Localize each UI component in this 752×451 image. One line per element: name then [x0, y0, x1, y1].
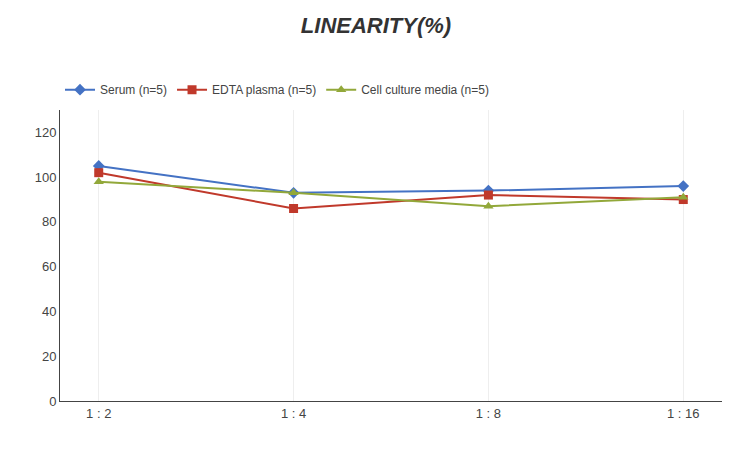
- svg-text:Cell culture media (n=5): Cell culture media (n=5): [361, 83, 489, 97]
- svg-text:0: 0: [49, 394, 56, 409]
- svg-text:1 : 2: 1 : 2: [86, 406, 111, 421]
- svg-text:1 : 16: 1 : 16: [667, 406, 700, 421]
- svg-text:20: 20: [42, 349, 56, 364]
- svg-text:1 : 4: 1 : 4: [281, 406, 306, 421]
- svg-text:80: 80: [42, 214, 56, 229]
- svg-text:40: 40: [42, 304, 56, 319]
- svg-text:Serum (n=5): Serum (n=5): [100, 83, 167, 97]
- svg-text:EDTA plasma (n=5): EDTA plasma (n=5): [212, 83, 316, 97]
- svg-text:100: 100: [35, 170, 57, 185]
- svg-text:1 : 8: 1 : 8: [476, 406, 501, 421]
- svg-text:LINEARITY(%): LINEARITY(%): [301, 13, 451, 38]
- svg-text:120: 120: [35, 125, 57, 140]
- svg-text:60: 60: [42, 259, 56, 274]
